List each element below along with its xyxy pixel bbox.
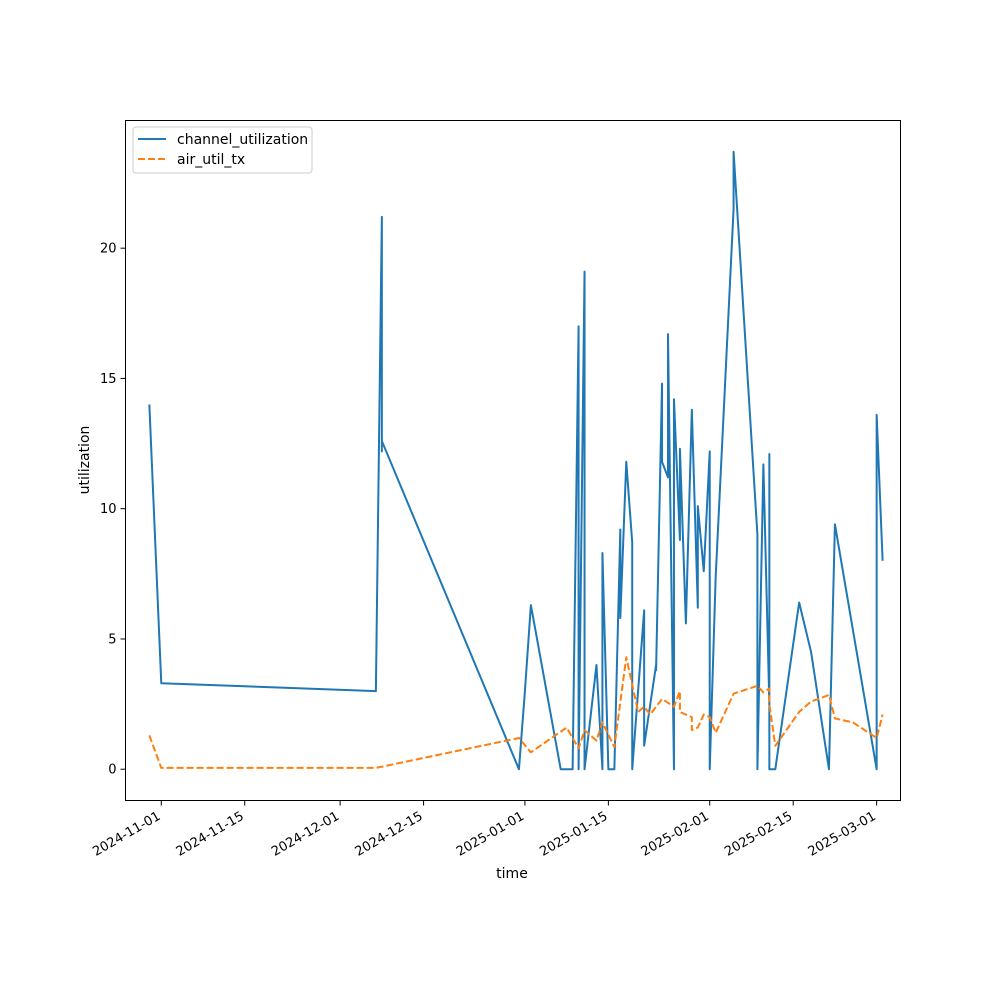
legend: channel_utilization air_util_tx xyxy=(132,126,313,174)
series-line-air-util-tx xyxy=(148,656,884,769)
y-tick-label: 0 xyxy=(108,763,116,778)
plot-frame xyxy=(125,120,901,801)
y-axis-ticks: 0 5 10 15 20 xyxy=(100,242,126,778)
y-tick-label: 5 xyxy=(108,632,116,647)
y-tick-label: 15 xyxy=(100,372,117,387)
y-tick-label: 20 xyxy=(100,242,117,257)
legend-label-air-util-tx: air_util_tx xyxy=(177,152,245,168)
y-axis-label: utilization xyxy=(77,426,93,495)
plot-lines xyxy=(148,150,884,771)
legend-box xyxy=(132,126,313,174)
legend-label-channel-utilization: channel_utilization xyxy=(177,132,308,148)
y-tick-label: 10 xyxy=(100,502,117,517)
series-line-channel-utilization xyxy=(148,150,884,771)
x-axis-label: time xyxy=(496,866,528,882)
